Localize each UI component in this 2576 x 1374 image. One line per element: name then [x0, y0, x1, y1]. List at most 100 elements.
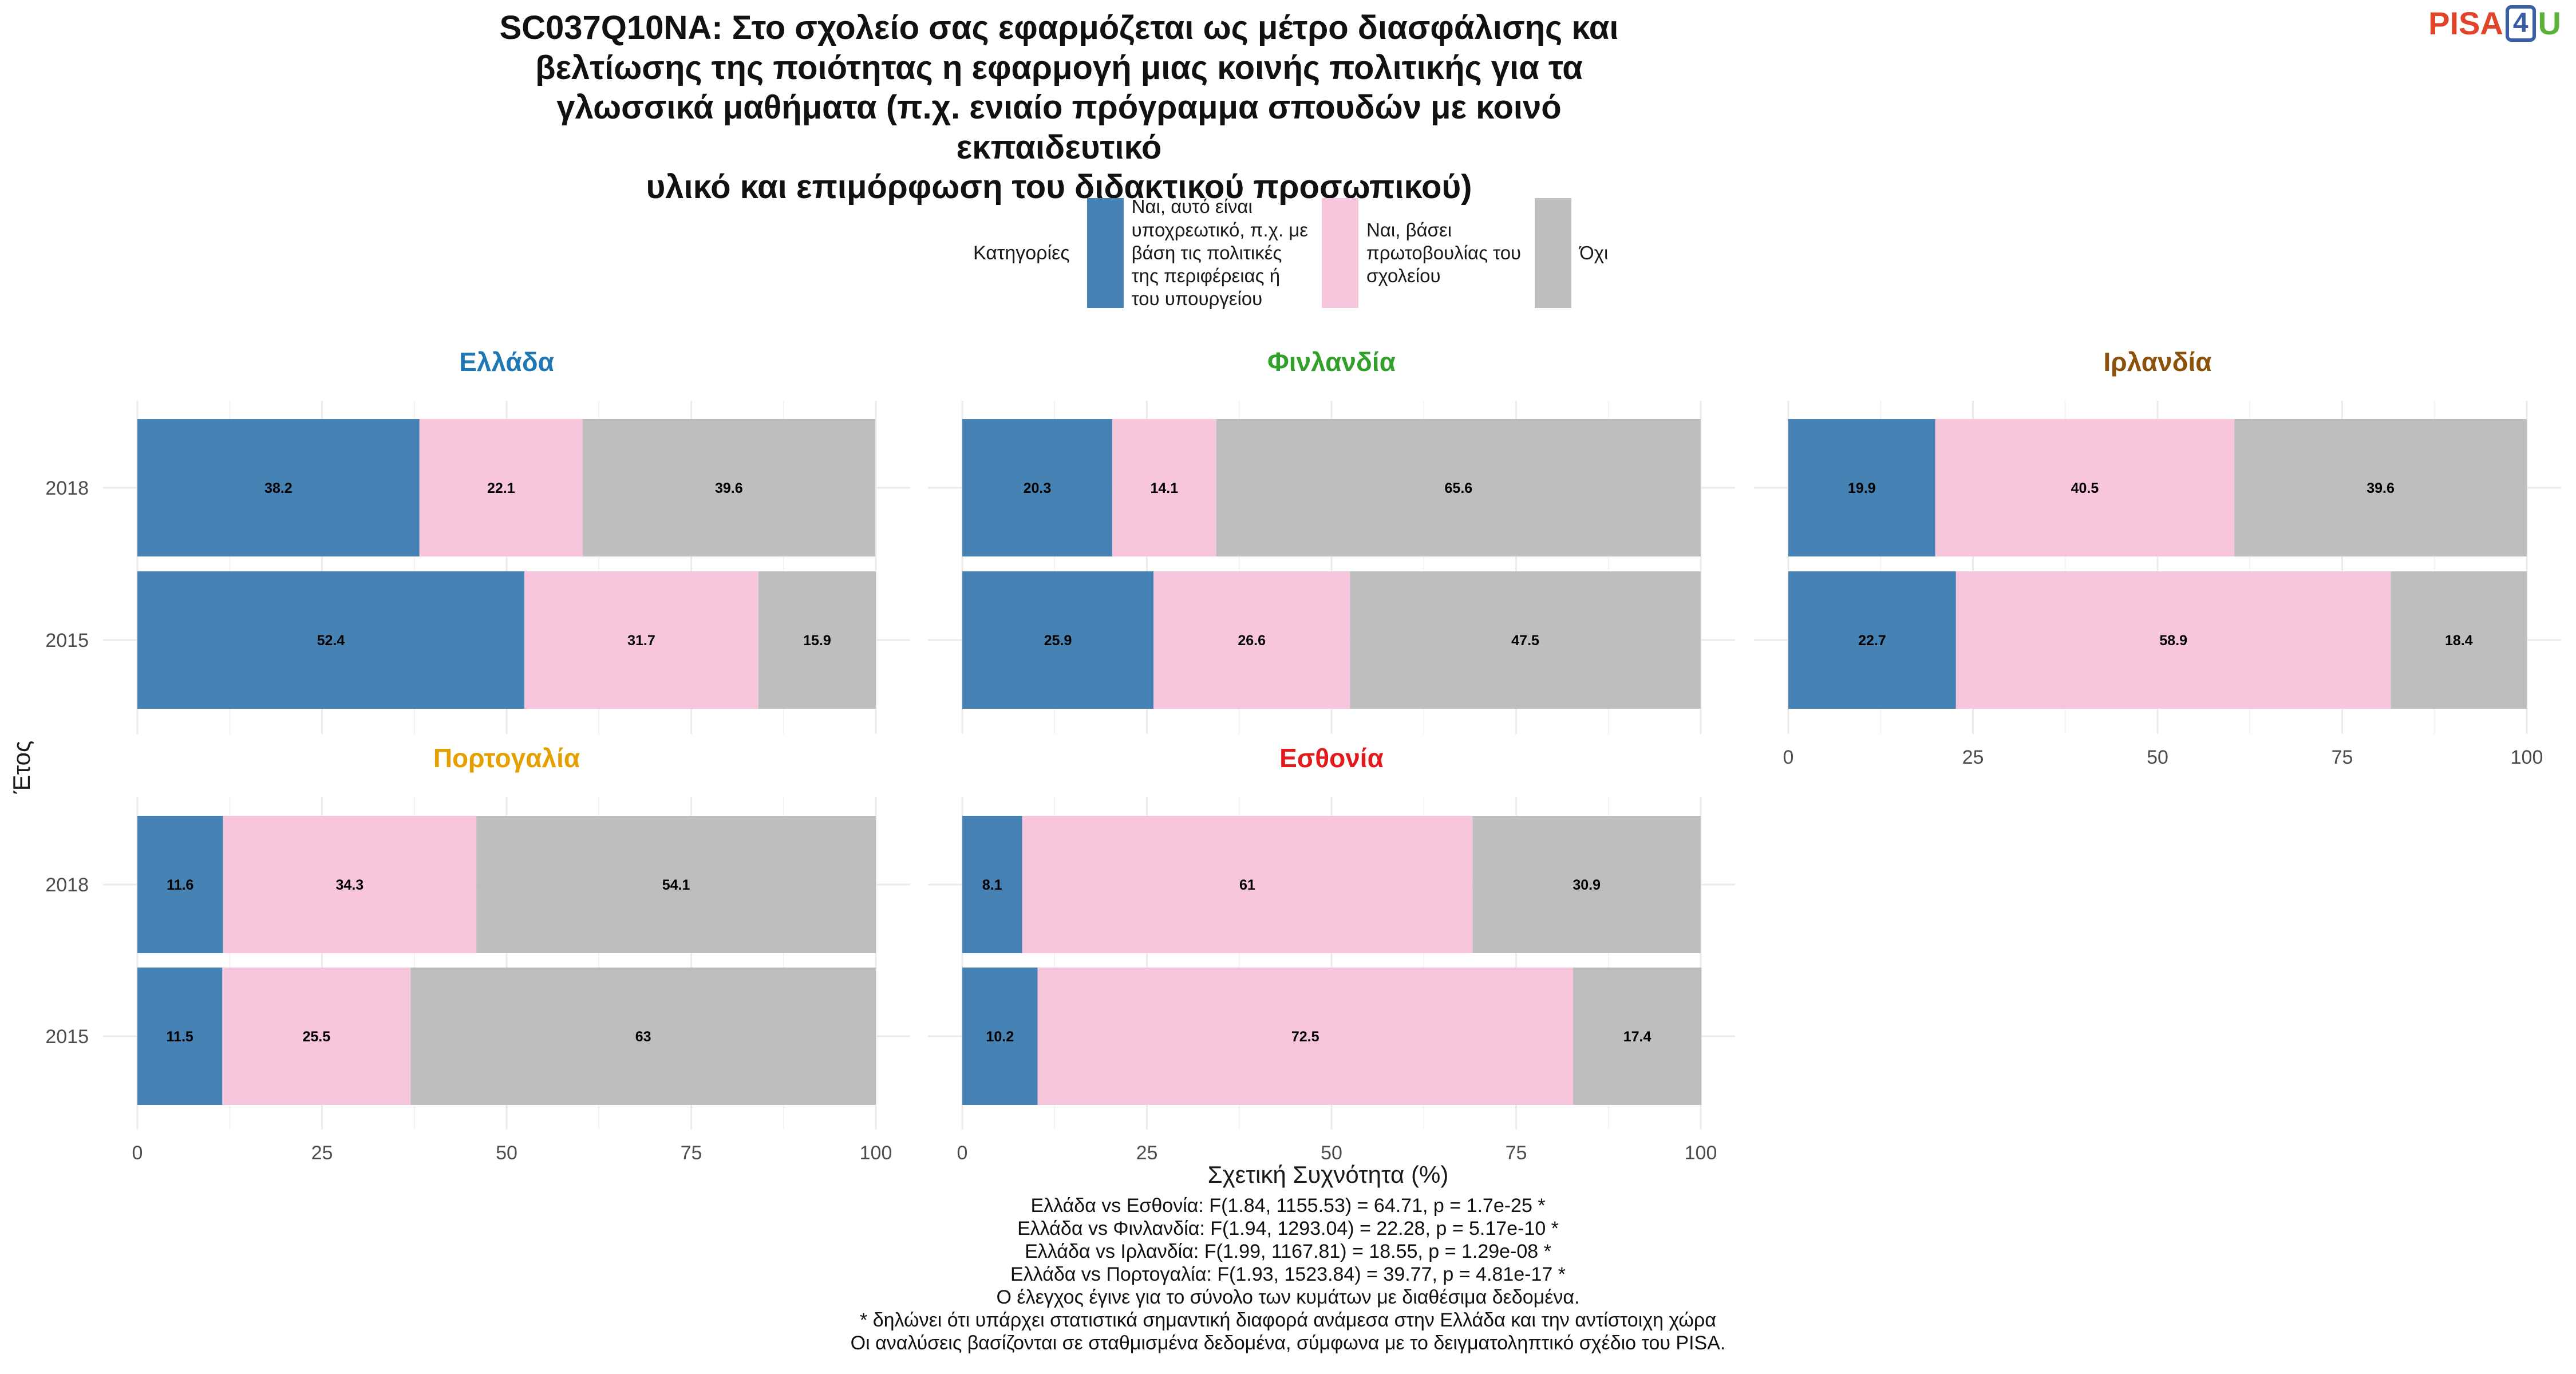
bar-value-label: 11.6	[167, 877, 193, 893]
legend-label-school-initiative: Ναι, βάσει πρωτοβουλίας του σχολείου	[1366, 219, 1521, 288]
bar-segment	[1153, 571, 1350, 709]
bar-segment	[1350, 571, 1701, 709]
bar-value-label: 26.6	[1238, 633, 1266, 649]
bar-value-label: 47.5	[1511, 633, 1539, 649]
legend-label-mandatory: Ναι, αυτό είναι υποχρεωτικό, π.χ. με βάσ…	[1132, 195, 1308, 310]
footnote-line: Ελλάδα vs Φινλανδία: F(1.94, 1293.04) = …	[1017, 1218, 1559, 1239]
legend-label-line: υποχρεωτικό, π.χ. με	[1131, 219, 1309, 240]
bar-segment	[137, 968, 223, 1105]
bar-segment	[2391, 571, 2527, 709]
y-axis-title: Έτος	[8, 741, 35, 795]
x-tick-label: 0	[132, 1142, 143, 1164]
footnote-line: Ο έλεγχος έγινε για το σύνολο των κυμάτω…	[996, 1286, 1580, 1308]
bar-value-label: 14.1	[1150, 480, 1178, 496]
x-tick-label: 75	[1506, 1142, 1527, 1164]
bar-segment	[137, 571, 524, 709]
bar-value-label: 52.4	[317, 633, 345, 649]
legend-title: Κατηγορίες	[973, 242, 1070, 264]
legend-label-line: της περιφέρειας ή	[1131, 265, 1281, 287]
bar-value-label: 11.5	[167, 1029, 193, 1045]
bar-value-label: 20.3	[1024, 480, 1052, 496]
x-tick-label: 0	[1783, 747, 1794, 768]
bar-segment	[476, 816, 876, 953]
bar-value-label: 31.7	[627, 633, 655, 649]
bar-value-label: 25.5	[302, 1029, 330, 1045]
bar-segment	[962, 419, 1112, 556]
bar-value-label: 30.9	[1573, 877, 1601, 893]
footnotes: Ελλάδα vs Εσθονία: F(1.84, 1155.53) = 64…	[658, 1194, 1918, 1355]
bar-value-label: 19.9	[1848, 480, 1876, 496]
legend-label-no: Όχι	[1579, 242, 1608, 264]
bar-segment	[1216, 419, 1701, 556]
bar-segment	[1112, 419, 1216, 556]
bar-value-label: 15.9	[803, 633, 831, 649]
bar-value-label: 34.3	[336, 877, 364, 893]
chart-title-line: βελτίωσης της ποιότητας η εφαρμογή μιας …	[535, 49, 1583, 86]
y-tick-label: 2015	[45, 630, 89, 652]
bar-value-label: 38.2	[264, 480, 293, 496]
x-tick-label: 100	[2511, 747, 2543, 768]
logo-text-4: 4	[2505, 5, 2536, 42]
bar-segment	[2234, 419, 2527, 556]
y-tick-label: 2015	[45, 1026, 89, 1048]
bar-segment	[582, 419, 875, 556]
logo-text-pisa: PISA	[2428, 5, 2503, 41]
legend-label-line: βάση τις πολιτικές	[1131, 242, 1282, 263]
bar-value-label: 39.6	[2366, 480, 2395, 496]
legend-label-line: του υπουργείου	[1131, 288, 1263, 310]
bar-segment	[410, 968, 876, 1105]
bar-value-label: 25.9	[1044, 633, 1072, 649]
legend: Κατηγορίες Ναι, αυτό είναι υποχρεωτικό, …	[973, 195, 1608, 310]
legend-label-line: σχολείου	[1366, 265, 1441, 287]
legend-label-line: Ναι, βάσει	[1366, 219, 1452, 240]
legend-label-line: Ναι, αυτό είναι	[1131, 196, 1253, 218]
footnote-line: Ελλάδα vs Ιρλανδία: F(1.99, 1167.81) = 1…	[1025, 1241, 1551, 1262]
bar-value-label: 63	[635, 1029, 651, 1045]
y-tick-label: 2018	[45, 477, 89, 499]
x-tick-label: 50	[1321, 1142, 1342, 1164]
bar-segment	[137, 816, 223, 953]
bar-segment	[962, 816, 1022, 953]
bar-segment	[1037, 968, 1573, 1105]
legend-label-line: πρωτοβουλίας του	[1366, 242, 1522, 263]
x-tick-label: 100	[1685, 1142, 1717, 1164]
bar-value-label: 58.9	[2159, 633, 2187, 649]
bar-segment	[1935, 419, 2235, 556]
bar-segment	[758, 571, 876, 709]
bar-segment	[1788, 419, 1935, 556]
bar-segment	[1472, 816, 1701, 953]
bar-value-label: 72.5	[1291, 1029, 1319, 1045]
chart-title-line: γλωσσικά μαθήματα (π.χ. ενιαίο πρόγραμμα…	[556, 89, 1562, 166]
x-tick-label: 25	[1136, 1142, 1158, 1164]
bar-segment	[419, 419, 583, 556]
bar-segment	[1573, 968, 1702, 1105]
bar-value-label: 65.6	[1445, 480, 1473, 496]
chart-title: SC037Q10NA: Στο σχολείο σας εφαρμόζεται …	[458, 8, 1660, 207]
bar-value-label: 40.5	[2071, 480, 2099, 496]
legend-key-school-initiative	[1322, 198, 1359, 308]
bar-value-label: 54.1	[662, 877, 690, 893]
bar-value-label: 39.6	[715, 480, 743, 496]
footnote-line: Οι αναλύσεις βασίζονται σε σταθμισμένα δ…	[850, 1332, 1726, 1354]
pisa4u-logo: PISA 4 U	[2428, 5, 2561, 42]
y-tick-label: 2018	[45, 874, 89, 896]
bar-segment	[524, 571, 758, 709]
bar-segment	[1788, 571, 1956, 709]
x-tick-label: 50	[2147, 747, 2168, 768]
facet-title: Εσθονία	[1279, 743, 1384, 773]
facet-title: Ελλάδα	[459, 347, 554, 377]
x-tick-label: 25	[311, 1142, 333, 1164]
chart-title-line: SC037Q10NA: Στο σχολείο σας εφαρμόζεται …	[499, 9, 1619, 46]
x-tick-label: 75	[2332, 747, 2353, 768]
legend-item-school-initiative: Ναι, βάσει πρωτοβουλίας του σχολείου	[1322, 198, 1521, 308]
x-tick-label: 25	[1962, 747, 1984, 768]
bar-segment	[223, 816, 477, 953]
bar-value-label: 22.7	[1858, 633, 1886, 649]
x-tick-label: 50	[496, 1142, 517, 1164]
bar-value-label: 17.4	[1623, 1029, 1652, 1045]
footnote-line: Ελλάδα vs Εσθονία: F(1.84, 1155.53) = 64…	[1030, 1195, 1546, 1217]
bar-value-label: 61	[1239, 877, 1255, 893]
footnote-line: * δηλώνει ότι υπάρχει στατιστικά σημαντι…	[860, 1309, 1716, 1331]
footnote-line: Ελλάδα vs Πορτογαλία: F(1.93, 1523.84) =…	[1010, 1264, 1566, 1285]
bar-segment	[1022, 816, 1473, 953]
